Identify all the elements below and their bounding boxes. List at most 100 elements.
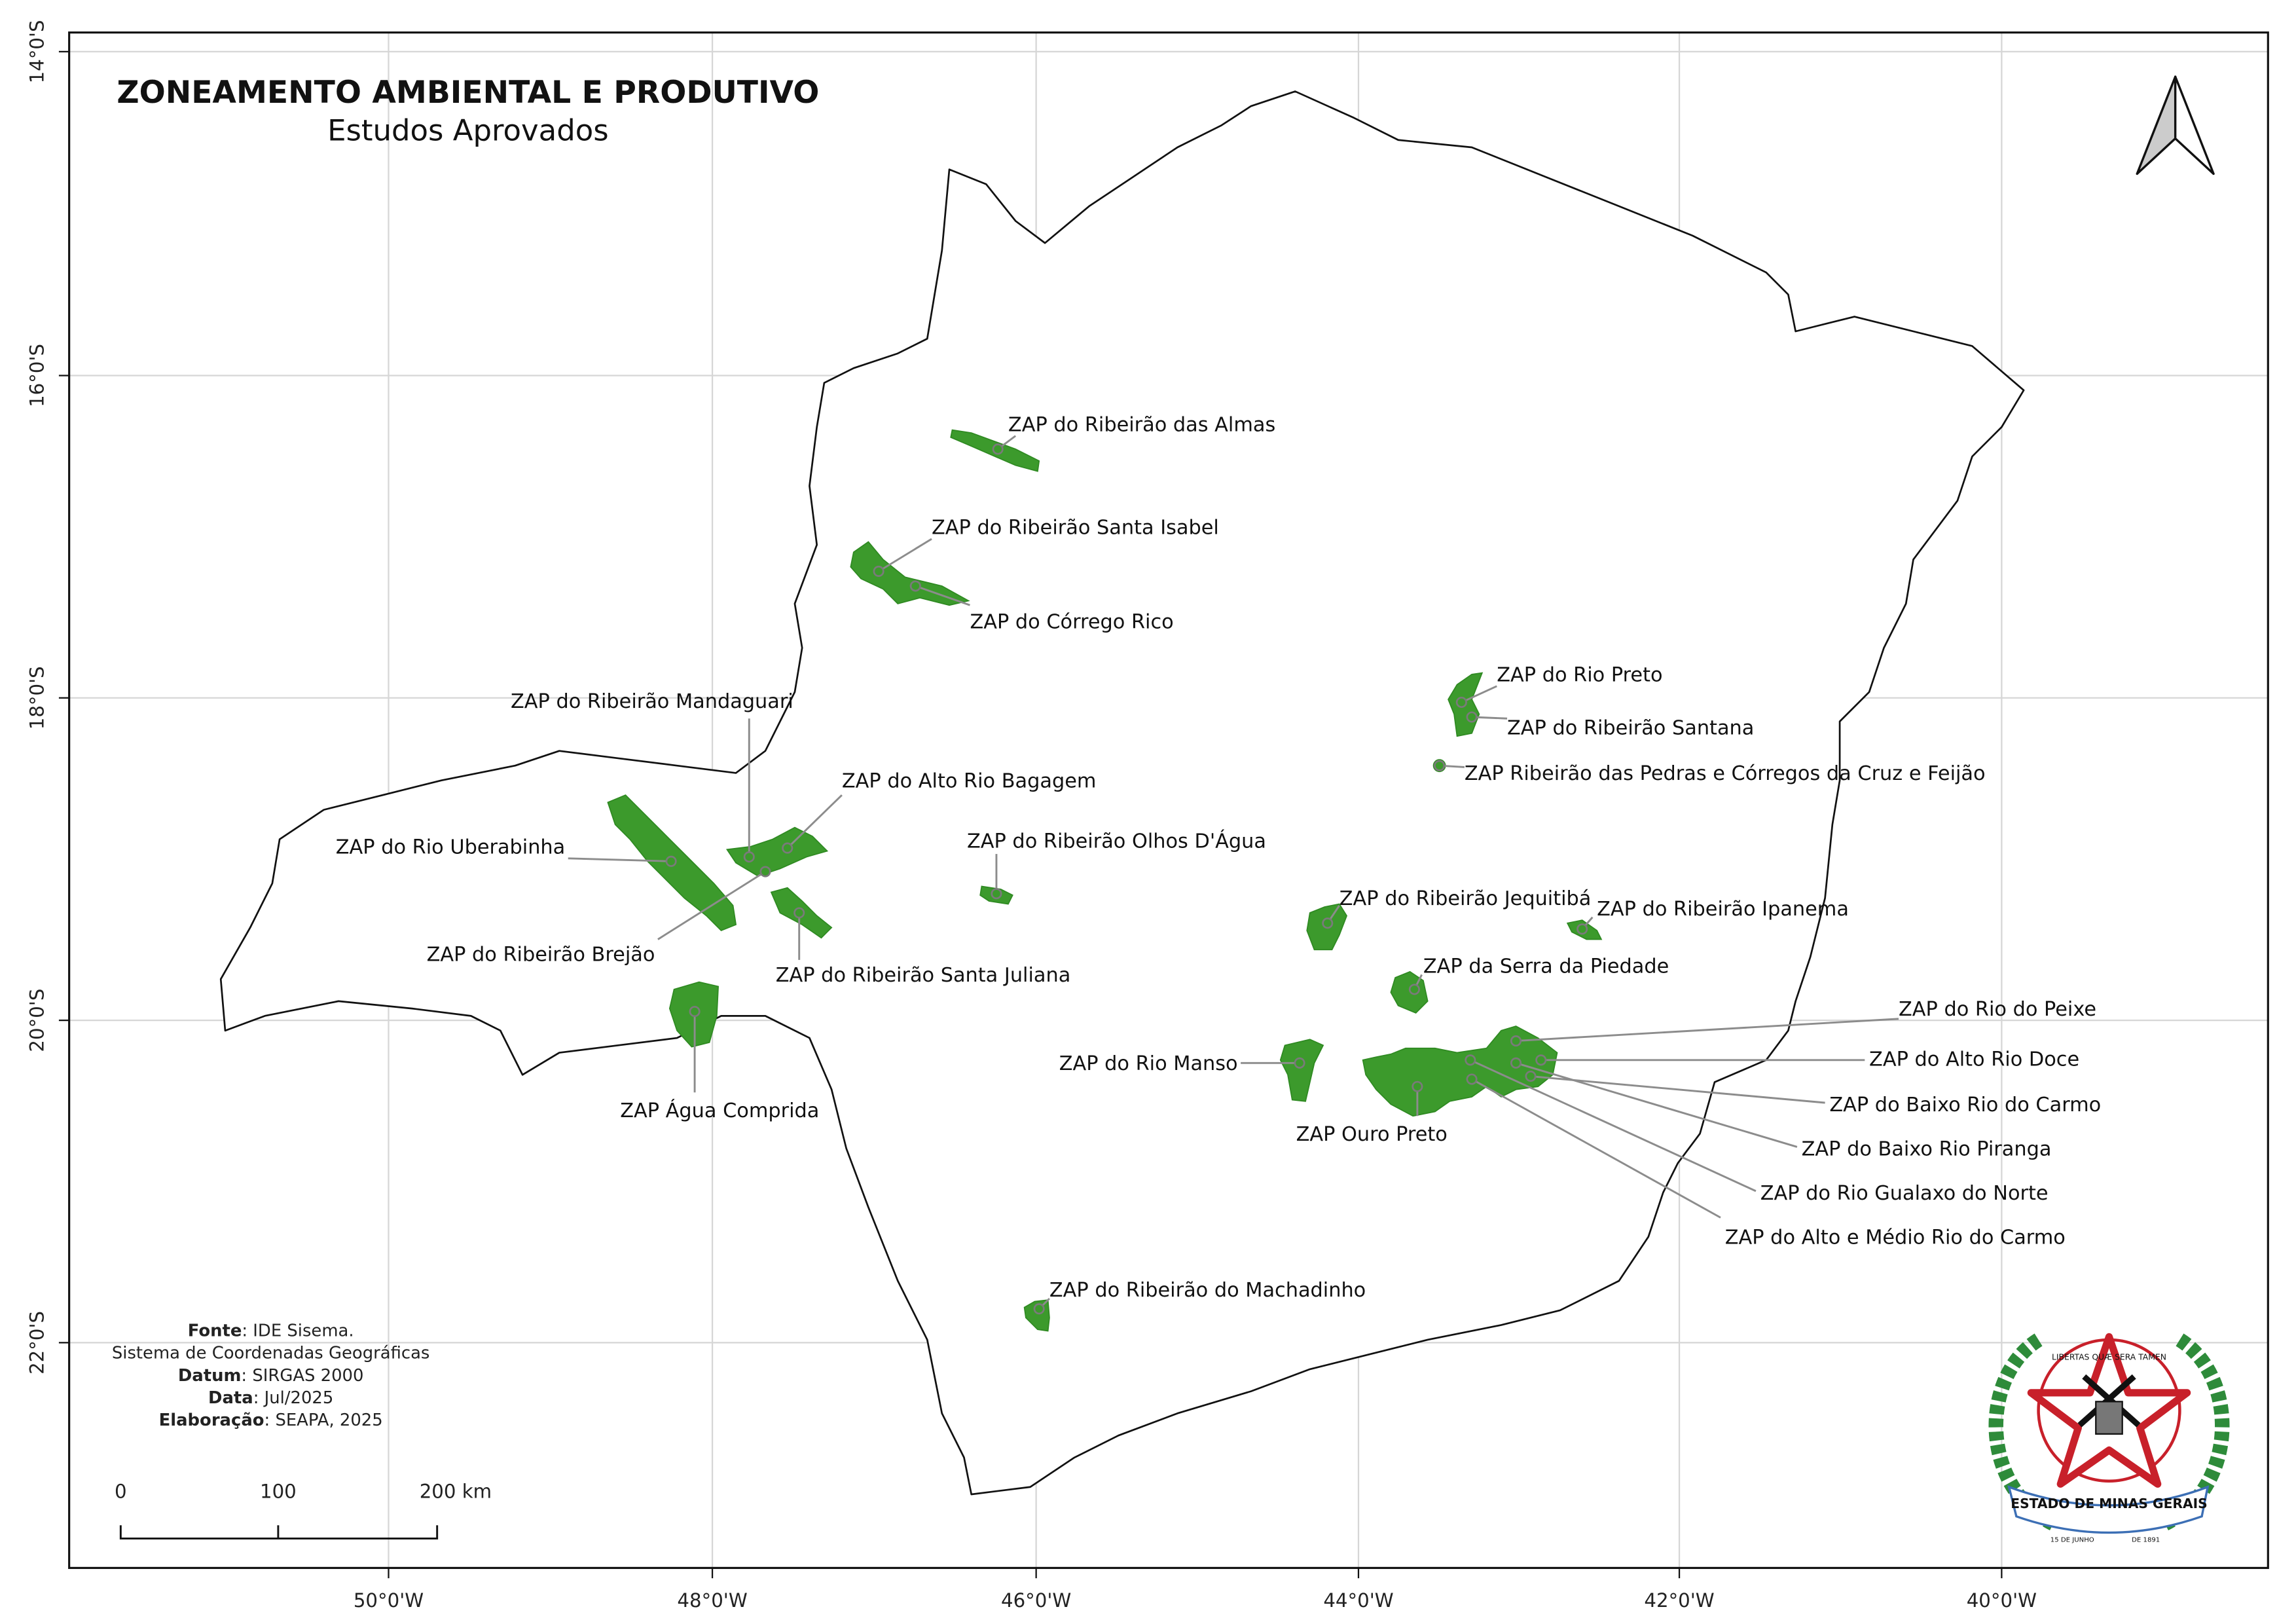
map-notes: Fonte: IDE Sisema. Sistema de Coordenadas… — [112, 1321, 430, 1430]
latitude-label: 22°0'S — [26, 1311, 48, 1375]
zone-point — [689, 1006, 701, 1018]
zone-point — [759, 866, 771, 877]
leader-line — [915, 585, 970, 606]
leader-line — [1530, 1075, 1825, 1104]
scale-label: 100 — [260, 1481, 297, 1503]
zone-label: ZAP do Córrego Rico — [970, 611, 1173, 634]
note-key: Fonte — [188, 1321, 242, 1340]
zone-label: ZAP do Alto Rio Doce — [1869, 1048, 2079, 1071]
zone-point — [1455, 696, 1467, 709]
zone-point — [1294, 1057, 1305, 1069]
zone-label: ZAP do Ribeirão do Machadinho — [1049, 1279, 1366, 1302]
zone-label: ZAP do Rio Gualaxo do Norte — [1760, 1182, 2049, 1205]
zone-point — [782, 842, 793, 854]
north-arrow — [2136, 75, 2215, 175]
leader-line — [1516, 1061, 1798, 1148]
leader-line — [1516, 1018, 1899, 1043]
map-frame — [68, 31, 2269, 1569]
latitude-label: 14°0'S — [26, 20, 48, 83]
note-text: : Jul/2025 — [253, 1388, 334, 1407]
zone-label: ZAP do Ribeirão Jequitibá — [1339, 887, 1592, 910]
leader-line — [568, 857, 672, 862]
zone-point — [1576, 923, 1588, 935]
emblem-date: 15 DE JUNHO — [2050, 1537, 2094, 1544]
longitude-label: 42°0'W — [1644, 1589, 1714, 1612]
zone-label: ZAP Água Comprida — [620, 1099, 819, 1122]
zone-label: ZAP do Ribeirão Ipanema — [1597, 898, 1849, 921]
leader-line — [878, 538, 932, 572]
zone-label: ZAP do Rio Manso — [1059, 1052, 1238, 1075]
leader-line — [786, 794, 843, 849]
zone-point — [793, 907, 805, 919]
zone-point — [909, 580, 921, 592]
zone-label: ZAP do Ribeirão Mandaguari — [511, 690, 793, 713]
leader-line — [1461, 685, 1497, 703]
zone-point — [992, 443, 1004, 455]
zone-label: ZAP do Baixo Rio Piranga — [1802, 1137, 2052, 1160]
zone-label: ZAP do Rio Preto — [1497, 664, 1662, 687]
zone-point — [1510, 1057, 1522, 1069]
scale-label: 0 — [115, 1481, 127, 1503]
latitude-label: 20°0'S — [26, 989, 48, 1052]
note-line: Sistema de Coordenadas Geográficas — [112, 1343, 430, 1363]
zone-point — [1525, 1070, 1537, 1082]
zone-label: ZAP do Alto e Médio Rio do Carmo — [1725, 1226, 2066, 1249]
zone-label: ZAP do Ribeirão Brejão — [427, 944, 655, 967]
scale-bar: 0 100 200 km — [115, 1481, 492, 1540]
note-key: Datum — [178, 1365, 242, 1385]
zone-point — [1510, 1035, 1522, 1047]
zone-label: ZAP do Ribeirão das Almas — [1008, 413, 1275, 436]
zone-label: ZAP do Ribeirão Olhos D'Água — [967, 830, 1266, 853]
zone-label: ZAP Ribeirão das Pedras e Córregos da Cr… — [1465, 762, 1986, 785]
zone-point — [991, 888, 1002, 900]
note-line: Data: Jul/2025 — [208, 1388, 333, 1407]
zone-point — [665, 855, 677, 867]
note-text: : IDE Sisema. — [242, 1321, 354, 1340]
zone-label: ZAP do Alto Rio Bagagem — [842, 769, 1097, 792]
note-text: : SIRGAS 2000 — [241, 1365, 363, 1385]
leader-line — [1472, 716, 1508, 720]
zone-area — [850, 541, 970, 606]
zone-labels: ZAP do Ribeirão das Almas ZAP do Ribeirão… — [336, 413, 2101, 1315]
zone-area — [725, 826, 829, 877]
zone-label: ZAP da Serra da Piedade — [1423, 955, 1669, 978]
longitude-label: 48°0'W — [677, 1589, 747, 1612]
note-key: Elaboração — [159, 1411, 264, 1430]
zone-point — [873, 565, 884, 577]
state-outline — [219, 90, 2025, 1496]
latitude-label: 16°0'S — [26, 344, 48, 407]
longitude-label: 40°0'W — [1967, 1589, 2037, 1612]
zone-point — [1465, 1054, 1476, 1066]
leader-line — [1471, 1078, 1721, 1219]
coordinate-labels: 50°0'W 48°0'W 46°0'W 44°0'W 42°0'W 40°0'W 14°0… — [26, 20, 2037, 1612]
zone-point — [1408, 984, 1420, 995]
emblem-date: DE 1891 — [2132, 1537, 2160, 1544]
zone-point — [1033, 1303, 1045, 1315]
zone-point — [1322, 917, 1334, 929]
zone-label: ZAP do Ribeirão Santa Isabel — [932, 517, 1219, 540]
zone-label: ZAP do Ribeirão Santana — [1507, 716, 1754, 739]
zone-label: ZAP Ouro Preto — [1296, 1123, 1448, 1146]
leader-line — [657, 870, 766, 940]
note-line: Datum: SIRGAS 2000 — [178, 1365, 364, 1385]
zone-point — [1535, 1054, 1547, 1066]
state-emblem: ESTADO DE MINAS GERAIS LIBERTAS QUÆ SERA… — [1988, 1333, 2230, 1544]
zone-label: ZAP do Ribeirão Santa Juliana — [776, 964, 1071, 987]
zone-point — [1434, 760, 1446, 771]
note-line: Fonte: IDE Sisema. — [188, 1321, 354, 1340]
note-text: : SEAPA, 2025 — [264, 1411, 383, 1430]
note-key: Data — [208, 1388, 253, 1407]
zone-label: ZAP do Baixo Rio do Carmo — [1829, 1094, 2101, 1116]
zone-point — [743, 851, 755, 863]
map-subtitle: Estudos Aprovados — [327, 113, 609, 148]
latitude-label: 18°0'S — [26, 666, 48, 729]
zone-label: ZAP do Rio do Peixe — [1899, 998, 2096, 1021]
note-text: Sistema de Coordenadas Geográficas — [112, 1343, 430, 1363]
zone-point — [1466, 1073, 1478, 1085]
emblem-motto: LIBERTAS QUÆ SERA TAMEN — [2052, 1352, 2166, 1361]
longitude-label: 50°0'W — [354, 1589, 424, 1612]
zone-area — [1279, 1039, 1324, 1102]
zones — [607, 429, 1603, 1332]
